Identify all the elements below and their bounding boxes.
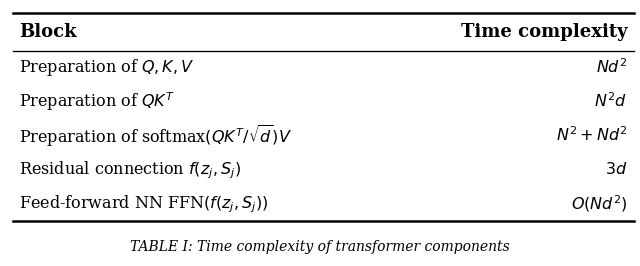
Text: $Nd^2$: $Nd^2$ (596, 58, 627, 77)
Text: Block: Block (19, 23, 77, 41)
Text: Time complexity: Time complexity (461, 23, 627, 41)
Text: $3d$: $3d$ (605, 161, 627, 178)
Text: $O(Nd^2)$: $O(Nd^2)$ (571, 193, 627, 214)
Text: TABLE I: Time complexity of transformer components: TABLE I: Time complexity of transformer … (130, 240, 510, 254)
Text: Feed-forward NN FFN$(f(z_j, S_j))$: Feed-forward NN FFN$(f(z_j, S_j))$ (19, 193, 269, 215)
Text: Preparation of $Q, K, V$: Preparation of $Q, K, V$ (19, 57, 195, 78)
Text: $N^2 + Nd^2$: $N^2 + Nd^2$ (556, 126, 627, 145)
Text: Preparation of $QK^T$: Preparation of $QK^T$ (19, 90, 175, 113)
Text: Residual connection $f(z_j, S_j)$: Residual connection $f(z_j, S_j)$ (19, 159, 241, 181)
Text: $N^2d$: $N^2d$ (595, 92, 627, 111)
Text: Preparation of softmax$(QK^T/\sqrt{d})V$: Preparation of softmax$(QK^T/\sqrt{d})V$ (19, 123, 292, 149)
